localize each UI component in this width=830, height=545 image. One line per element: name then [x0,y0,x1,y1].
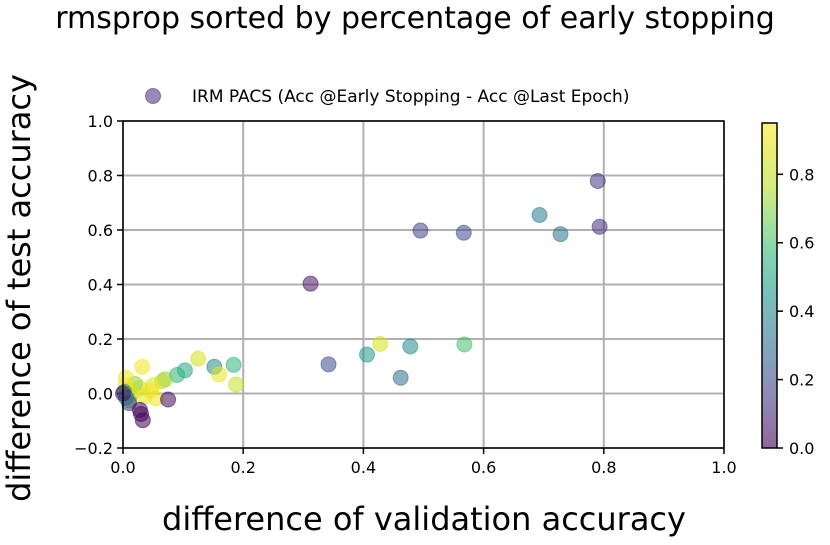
chart-title: rmsprop sorted by percentage of early st… [55,1,775,36]
colorbar-gradient [762,123,777,448]
data-point [591,218,608,235]
colorbar-tick-label: 0.2 [789,371,814,390]
y-tick-label: 1.0 [88,112,113,131]
data-point [531,207,548,224]
colorbar-tick-label: 0.6 [789,234,814,253]
x-axis-ticks: 0.0 0.2 0.4 0.6 0.8 1.0 [110,448,737,477]
data-point [225,356,242,373]
y-tick-label: 0.0 [88,385,113,404]
data-point [302,275,319,292]
colorbar-tick-label: 0.8 [789,165,814,184]
data-point [190,350,207,367]
data-point [455,224,472,241]
data-point [134,412,151,429]
x-tick-label: 1.0 [711,458,736,477]
data-point [392,369,409,386]
y-tick-label: 0.2 [88,330,113,349]
x-tick-label: 0.0 [110,458,135,477]
y-axis-label: difference of test accuracy [0,74,38,502]
x-tick-label: 0.8 [591,458,616,477]
x-tick-label: 0.2 [230,458,255,477]
x-tick-label: 0.4 [351,458,376,477]
scatter-points [115,172,608,429]
colorbar-frame [761,122,778,449]
legend-marker [145,88,161,104]
data-point [134,358,151,375]
data-point [412,222,429,239]
data-point [372,335,389,352]
y-tick-label: 0.4 [88,276,113,295]
data-point [320,356,337,373]
plot-frame [122,120,725,449]
y-tick-label: −0.2 [74,439,113,458]
data-point [160,391,177,408]
colorbar-tick-label: 0.0 [789,439,814,458]
colorbar-ticks: 0.0 0.2 0.4 0.6 0.8 [777,165,814,458]
y-tick-label: 0.6 [88,221,113,240]
x-tick-label: 0.6 [471,458,496,477]
data-point [589,172,606,189]
data-point [456,336,473,353]
x-axis-label: difference of validation accuracy [162,500,686,538]
y-tick-label: 0.8 [88,167,113,186]
data-point [359,346,376,363]
y-axis-ticks: −0.2 0.0 0.2 0.4 0.6 0.8 1.0 [74,112,123,458]
data-point [227,376,244,393]
data-point [211,366,228,383]
grid-lines [122,120,725,449]
legend: IRM PACS (Acc @Early Stopping - Acc @Las… [145,87,629,107]
legend-label: IRM PACS (Acc @Early Stopping - Acc @Las… [192,87,629,107]
colorbar: 0.0 0.2 0.4 0.6 0.8 [761,122,814,458]
data-point [402,338,419,355]
colorbar-tick-label: 0.4 [789,302,814,321]
data-point [552,226,569,243]
